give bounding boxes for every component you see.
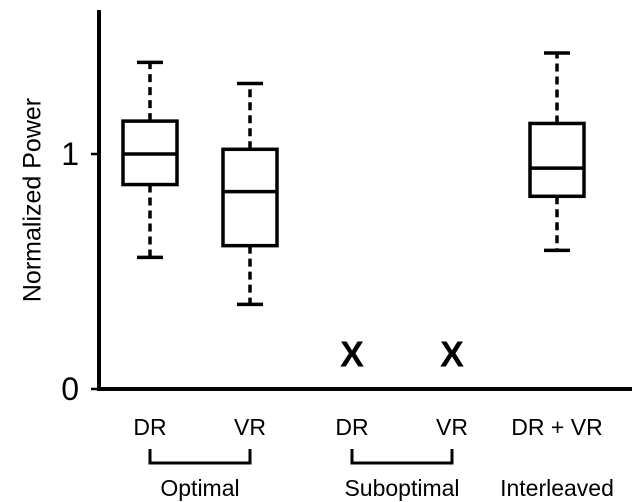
group-bracket — [350, 449, 454, 465]
group-label: Suboptimal — [344, 475, 459, 501]
x-category-label: DR — [335, 414, 368, 440]
y-axis-label-group: Normalized Power — [19, 98, 47, 302]
x-category-label: VR — [436, 414, 468, 440]
y-tick-label: 0 — [61, 371, 79, 407]
y-ticks: 01 — [61, 136, 99, 407]
group-label: Optimal — [160, 475, 239, 501]
y-tick-label: 1 — [61, 136, 79, 172]
category-labels: DR VR DR VR DR + VR — [133, 414, 602, 440]
box-4 — [528, 51, 586, 253]
group-brackets: Optimal Suboptimal Interleaved — [148, 449, 614, 501]
missing-data-marker: X — [440, 333, 464, 374]
group-bracket — [148, 449, 252, 465]
x-category-label: DR — [133, 414, 166, 440]
y-axis-label: Normalized Power — [19, 98, 47, 302]
iqr-box — [221, 147, 279, 248]
box-1 — [221, 81, 279, 307]
missing-data-marker: X — [340, 333, 364, 374]
box-0 — [121, 60, 179, 260]
iqr-box — [528, 121, 586, 199]
x-category-label: DR + VR — [511, 414, 602, 440]
group-label: Interleaved — [500, 475, 614, 501]
x-category-label: VR — [234, 414, 266, 440]
